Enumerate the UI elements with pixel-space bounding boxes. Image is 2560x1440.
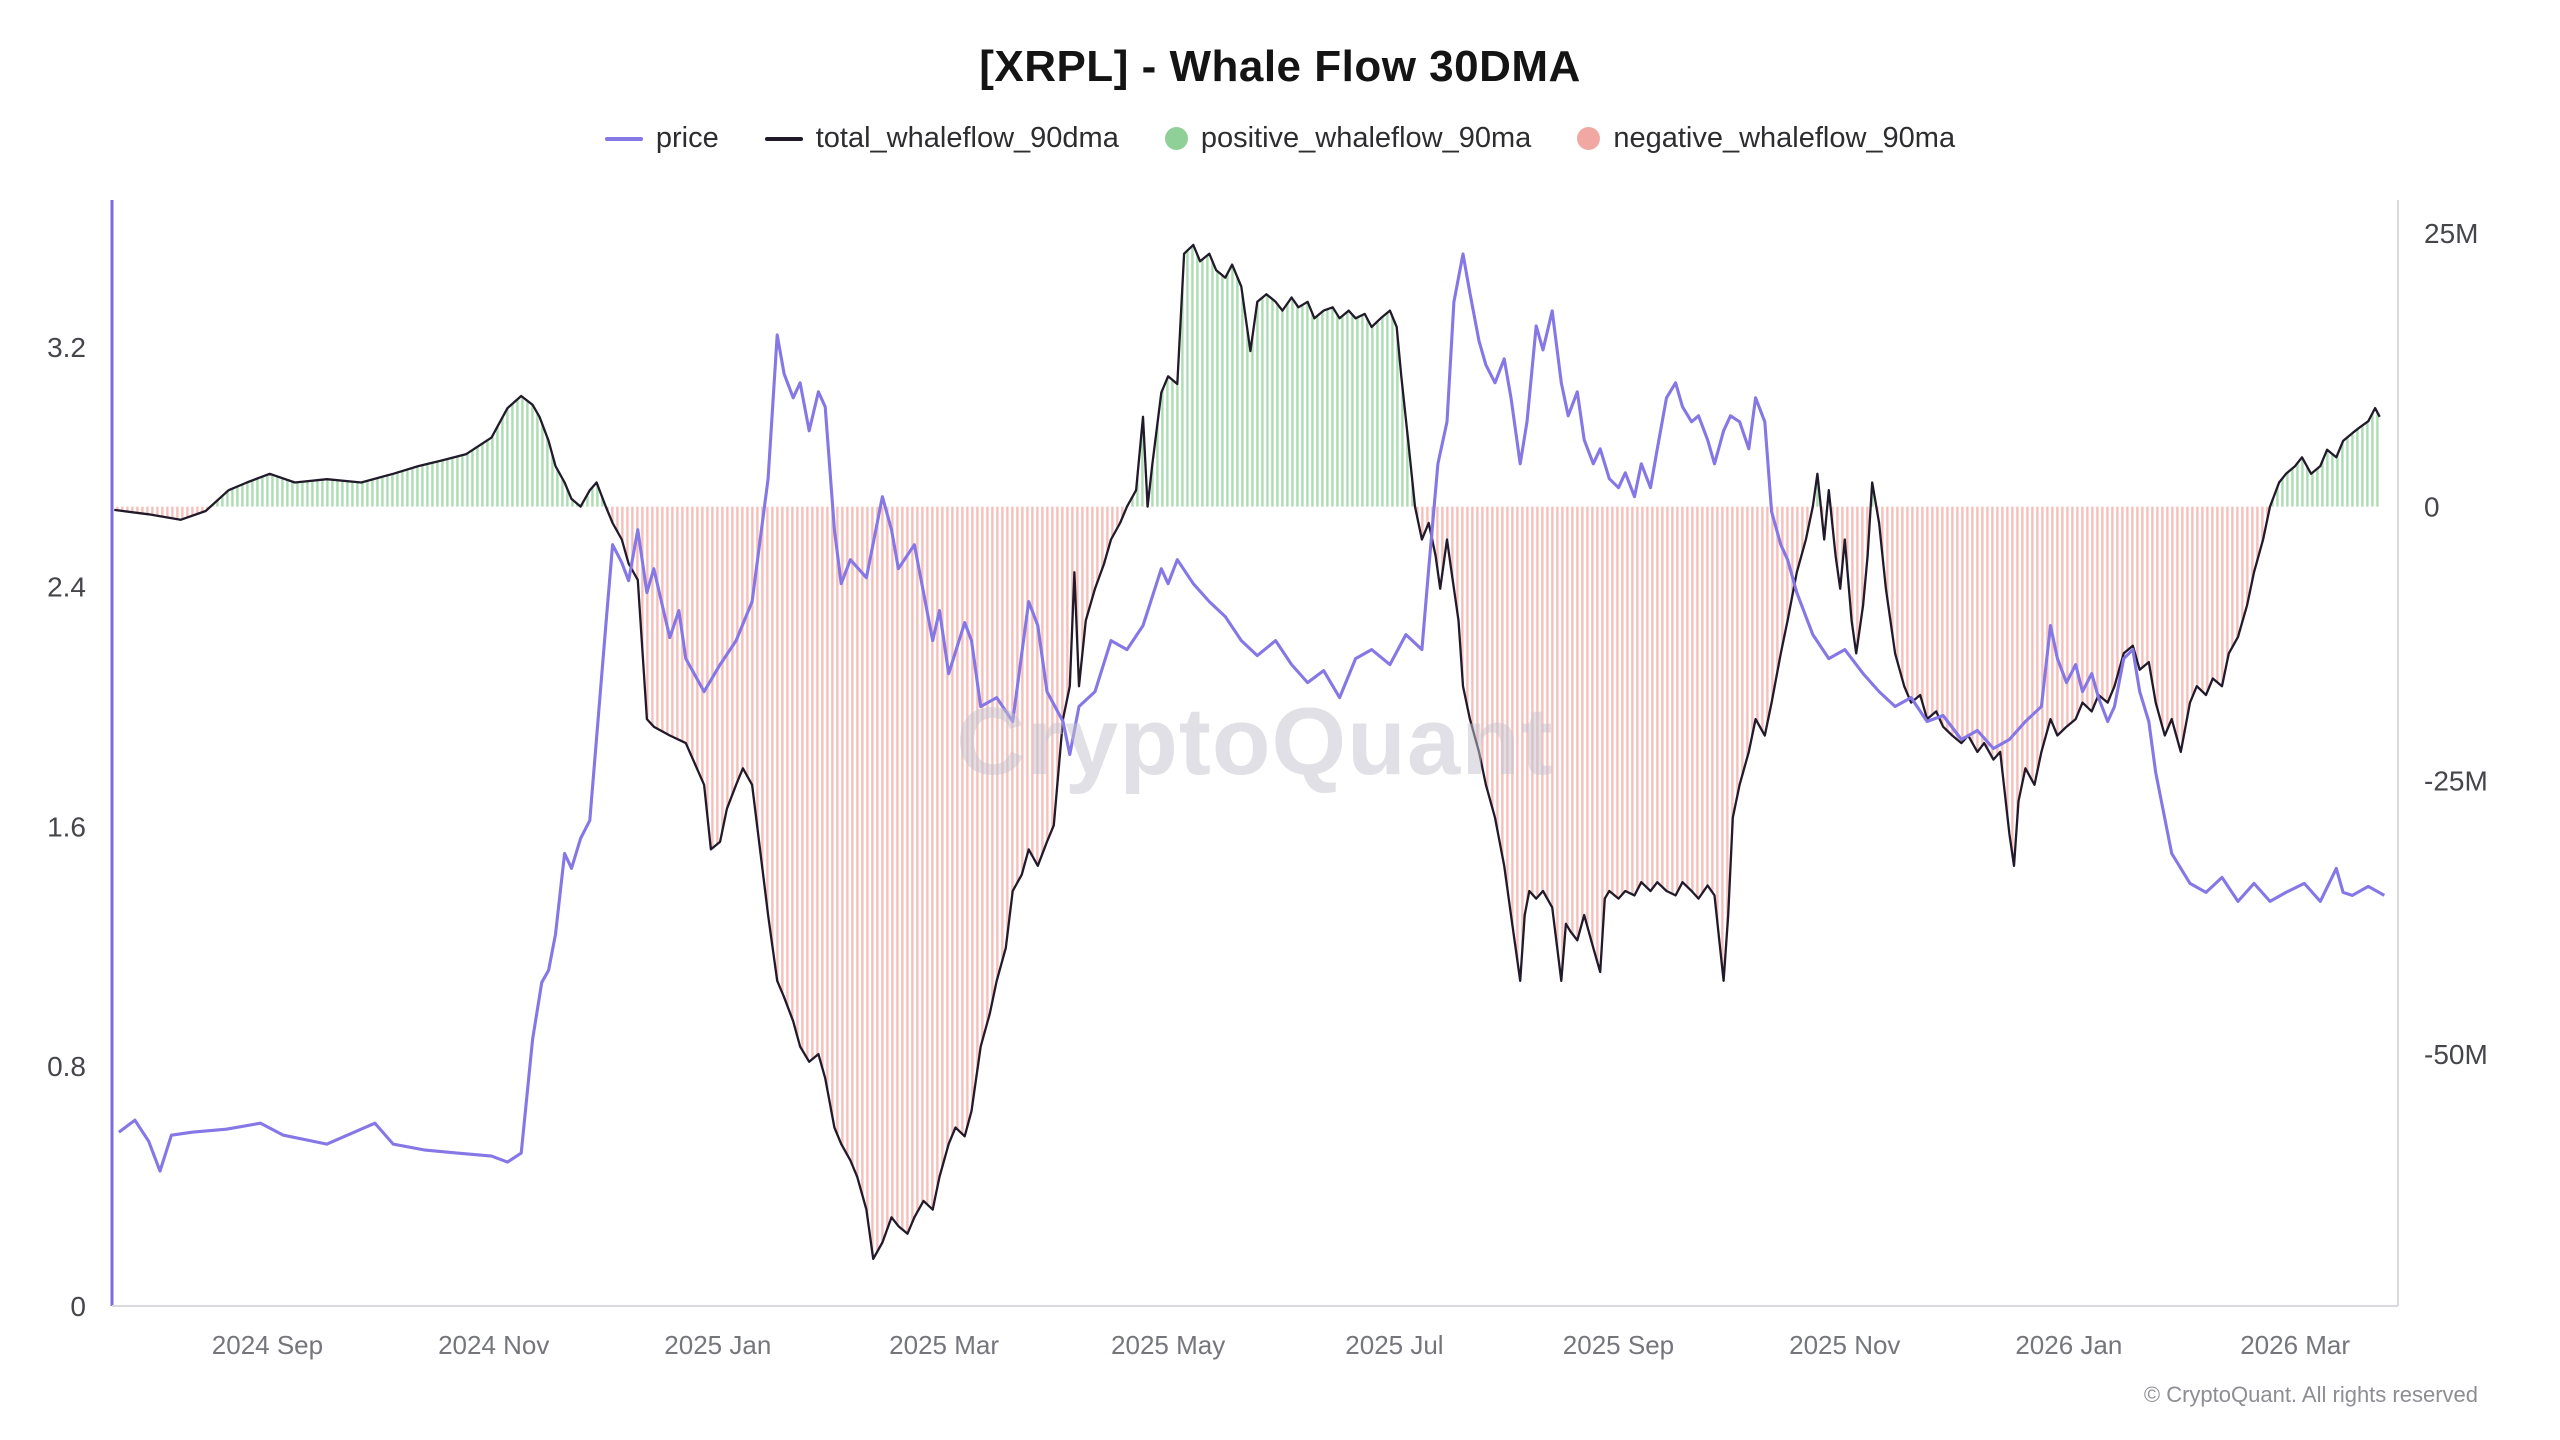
legend-item-price[interactable]: price xyxy=(604,122,719,155)
legend-label: positive_whaleflow_90ma xyxy=(1200,122,1532,154)
x-axis-tick-label: 2026 Mar xyxy=(2240,1330,2350,1360)
right-axis-tick-label: 25M xyxy=(2424,218,2478,249)
positive-whaleflow-area xyxy=(114,244,2380,507)
legend-item-positive_whaleflow_90ma[interactable]: positive_whaleflow_90ma xyxy=(1164,122,1532,155)
x-axis-tick-label: 2026 Jan xyxy=(2015,1330,2122,1360)
left-axis-tick-label: 3.2 xyxy=(47,332,86,363)
legend-label: total_whaleflow_90dma xyxy=(815,122,1119,154)
legend-item-negative_whaleflow_90ma[interactable]: negative_whaleflow_90ma xyxy=(1577,122,1955,155)
negative-whaleflow-area xyxy=(114,506,2270,1259)
legend-dot-swatch xyxy=(1577,127,1601,150)
left-axis-tick-label: 2.4 xyxy=(47,572,86,603)
left-axis-tick-label: 0.8 xyxy=(47,1051,86,1082)
right-axis-tick-label: 0 xyxy=(2424,492,2440,523)
x-axis-tick-label: 2025 Nov xyxy=(1789,1330,1900,1360)
right-axis-tick-label: -50M xyxy=(2424,1039,2488,1070)
legend-item-total_whaleflow_90dma[interactable]: total_whaleflow_90dma xyxy=(764,122,1119,155)
legend-line-swatch xyxy=(604,136,643,141)
x-axis-tick-label: 2024 Nov xyxy=(438,1330,549,1360)
x-axis-tick-label: 2025 Mar xyxy=(889,1330,999,1360)
copyright-notice: © CryptoQuant. All rights reserved xyxy=(2143,1382,2478,1407)
right-axis-tick-label: -25M xyxy=(2424,765,2488,796)
legend-line-swatch xyxy=(764,136,803,141)
left-axis-tick-label: 1.6 xyxy=(47,811,86,842)
x-axis-tick-label: 2025 Jan xyxy=(664,1330,771,1360)
chart-title: [XRPL] - Whale Flow 30DMA xyxy=(979,42,1581,91)
left-axis-tick-label: 0 xyxy=(70,1291,86,1322)
x-axis-tick-label: 2025 Sep xyxy=(1563,1330,1674,1360)
legend-dot-swatch xyxy=(1164,127,1188,150)
chart-legend: price total_whaleflow_90dma positive_whale… xyxy=(0,122,2560,155)
x-axis-tick-label: 2024 Sep xyxy=(212,1330,323,1360)
legend-label: negative_whaleflow_90ma xyxy=(1613,122,1956,154)
x-axis-tick-label: 2025 Jul xyxy=(1345,1330,1443,1360)
price-line xyxy=(117,252,2386,1173)
total-whaleflow-line xyxy=(114,243,2381,1261)
x-axis-tick-label: 2025 May xyxy=(1111,1330,1225,1360)
legend-label: price xyxy=(655,122,719,154)
